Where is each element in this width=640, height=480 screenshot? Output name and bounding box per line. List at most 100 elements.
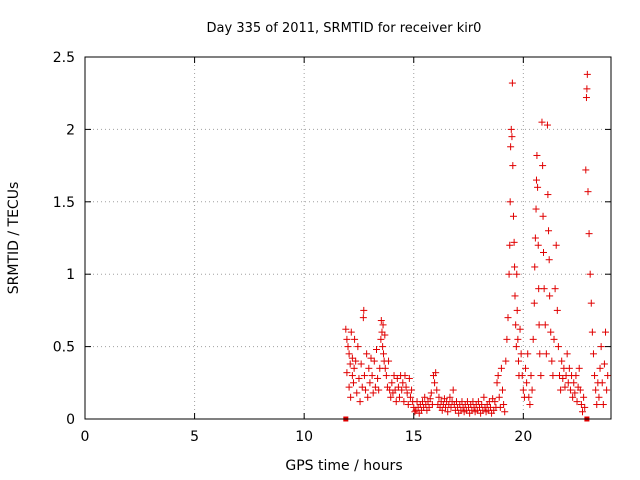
data-point xyxy=(509,212,517,220)
data-point xyxy=(344,343,352,351)
data-point xyxy=(348,372,356,380)
data-point xyxy=(512,321,520,329)
y-tick-label: 0.5 xyxy=(53,340,75,356)
data-point xyxy=(350,364,358,372)
data-point xyxy=(394,383,402,391)
data-point xyxy=(577,401,585,409)
data-point xyxy=(357,360,365,368)
data-point xyxy=(382,372,390,380)
data-point xyxy=(597,343,605,351)
grid xyxy=(85,57,611,419)
data-point xyxy=(388,379,396,387)
data-point xyxy=(496,403,504,411)
data-point xyxy=(542,350,550,358)
y-tick-label: 1.5 xyxy=(53,195,75,211)
data-point xyxy=(546,292,554,300)
data-point xyxy=(402,383,410,391)
data-point xyxy=(375,386,383,394)
data-point xyxy=(401,372,409,380)
data-point xyxy=(366,379,374,387)
x-tick-label: 0 xyxy=(81,429,90,445)
data-point xyxy=(372,345,380,353)
data-point xyxy=(528,386,536,394)
data-point xyxy=(527,372,535,380)
data-point xyxy=(380,350,388,358)
data-point xyxy=(343,335,351,343)
data-point xyxy=(534,183,542,191)
data-point xyxy=(400,398,408,406)
data-point xyxy=(569,393,577,401)
data-point xyxy=(352,357,360,365)
data-point xyxy=(360,306,368,314)
data-point xyxy=(551,285,559,293)
data-point xyxy=(507,125,515,133)
y-tick-label: 1 xyxy=(66,267,75,283)
data-point xyxy=(581,403,589,411)
data-point xyxy=(603,386,611,394)
data-point xyxy=(589,350,597,358)
data-point xyxy=(514,335,522,343)
data-point xyxy=(503,335,511,343)
data-point xyxy=(575,364,583,372)
x-axis-label: GPS time / hours xyxy=(285,458,402,474)
data-point xyxy=(362,386,370,394)
data-point xyxy=(427,389,435,397)
data-point xyxy=(507,143,515,151)
data-point xyxy=(381,331,389,339)
data-point xyxy=(593,401,601,409)
data-point xyxy=(364,393,372,401)
data-point xyxy=(390,372,398,380)
data-point xyxy=(561,383,569,391)
data-point xyxy=(426,395,434,403)
data-point xyxy=(369,389,377,397)
data-point xyxy=(545,227,553,235)
data-point xyxy=(354,343,362,351)
data-point xyxy=(555,372,563,380)
data-point xyxy=(543,121,551,129)
data-point xyxy=(367,354,375,362)
data-point xyxy=(599,401,607,409)
data-point xyxy=(491,398,499,406)
data-point xyxy=(513,306,521,314)
data-point xyxy=(365,364,373,372)
data-point xyxy=(539,248,547,256)
data-point xyxy=(508,79,516,87)
data-point xyxy=(592,386,600,394)
data-point xyxy=(526,401,534,409)
data-point xyxy=(531,263,539,271)
data-point xyxy=(531,234,539,242)
data-point xyxy=(446,393,454,401)
data-point xyxy=(532,205,540,213)
data-point xyxy=(411,408,419,416)
data-point xyxy=(355,374,363,382)
data-point xyxy=(370,357,378,365)
data-point xyxy=(495,393,503,401)
data-point xyxy=(447,403,455,411)
data-point xyxy=(538,118,546,126)
data-point xyxy=(406,393,414,401)
data-point xyxy=(399,379,407,387)
data-point xyxy=(444,408,452,416)
data-point xyxy=(511,292,519,300)
data-point xyxy=(377,317,385,325)
data-point xyxy=(502,357,510,365)
data-point xyxy=(346,360,354,368)
data-point xyxy=(512,343,520,351)
data-point xyxy=(351,335,359,343)
data-point xyxy=(522,364,530,372)
x-tick-label: 15 xyxy=(405,429,423,445)
data-point xyxy=(493,379,501,387)
y-tick-label: 2 xyxy=(66,122,75,138)
data-point xyxy=(387,393,395,401)
data-point xyxy=(348,354,356,362)
data-point xyxy=(342,325,350,333)
data-point xyxy=(497,364,505,372)
data-point xyxy=(360,372,368,380)
data-point xyxy=(563,350,571,358)
data-point xyxy=(583,70,591,78)
data-point xyxy=(517,350,525,358)
data-point xyxy=(549,372,557,380)
data-point xyxy=(572,372,580,380)
y-axis-ticks: 0 0.5 1 1.5 2 2.5 xyxy=(53,50,611,428)
data-point xyxy=(385,357,393,365)
